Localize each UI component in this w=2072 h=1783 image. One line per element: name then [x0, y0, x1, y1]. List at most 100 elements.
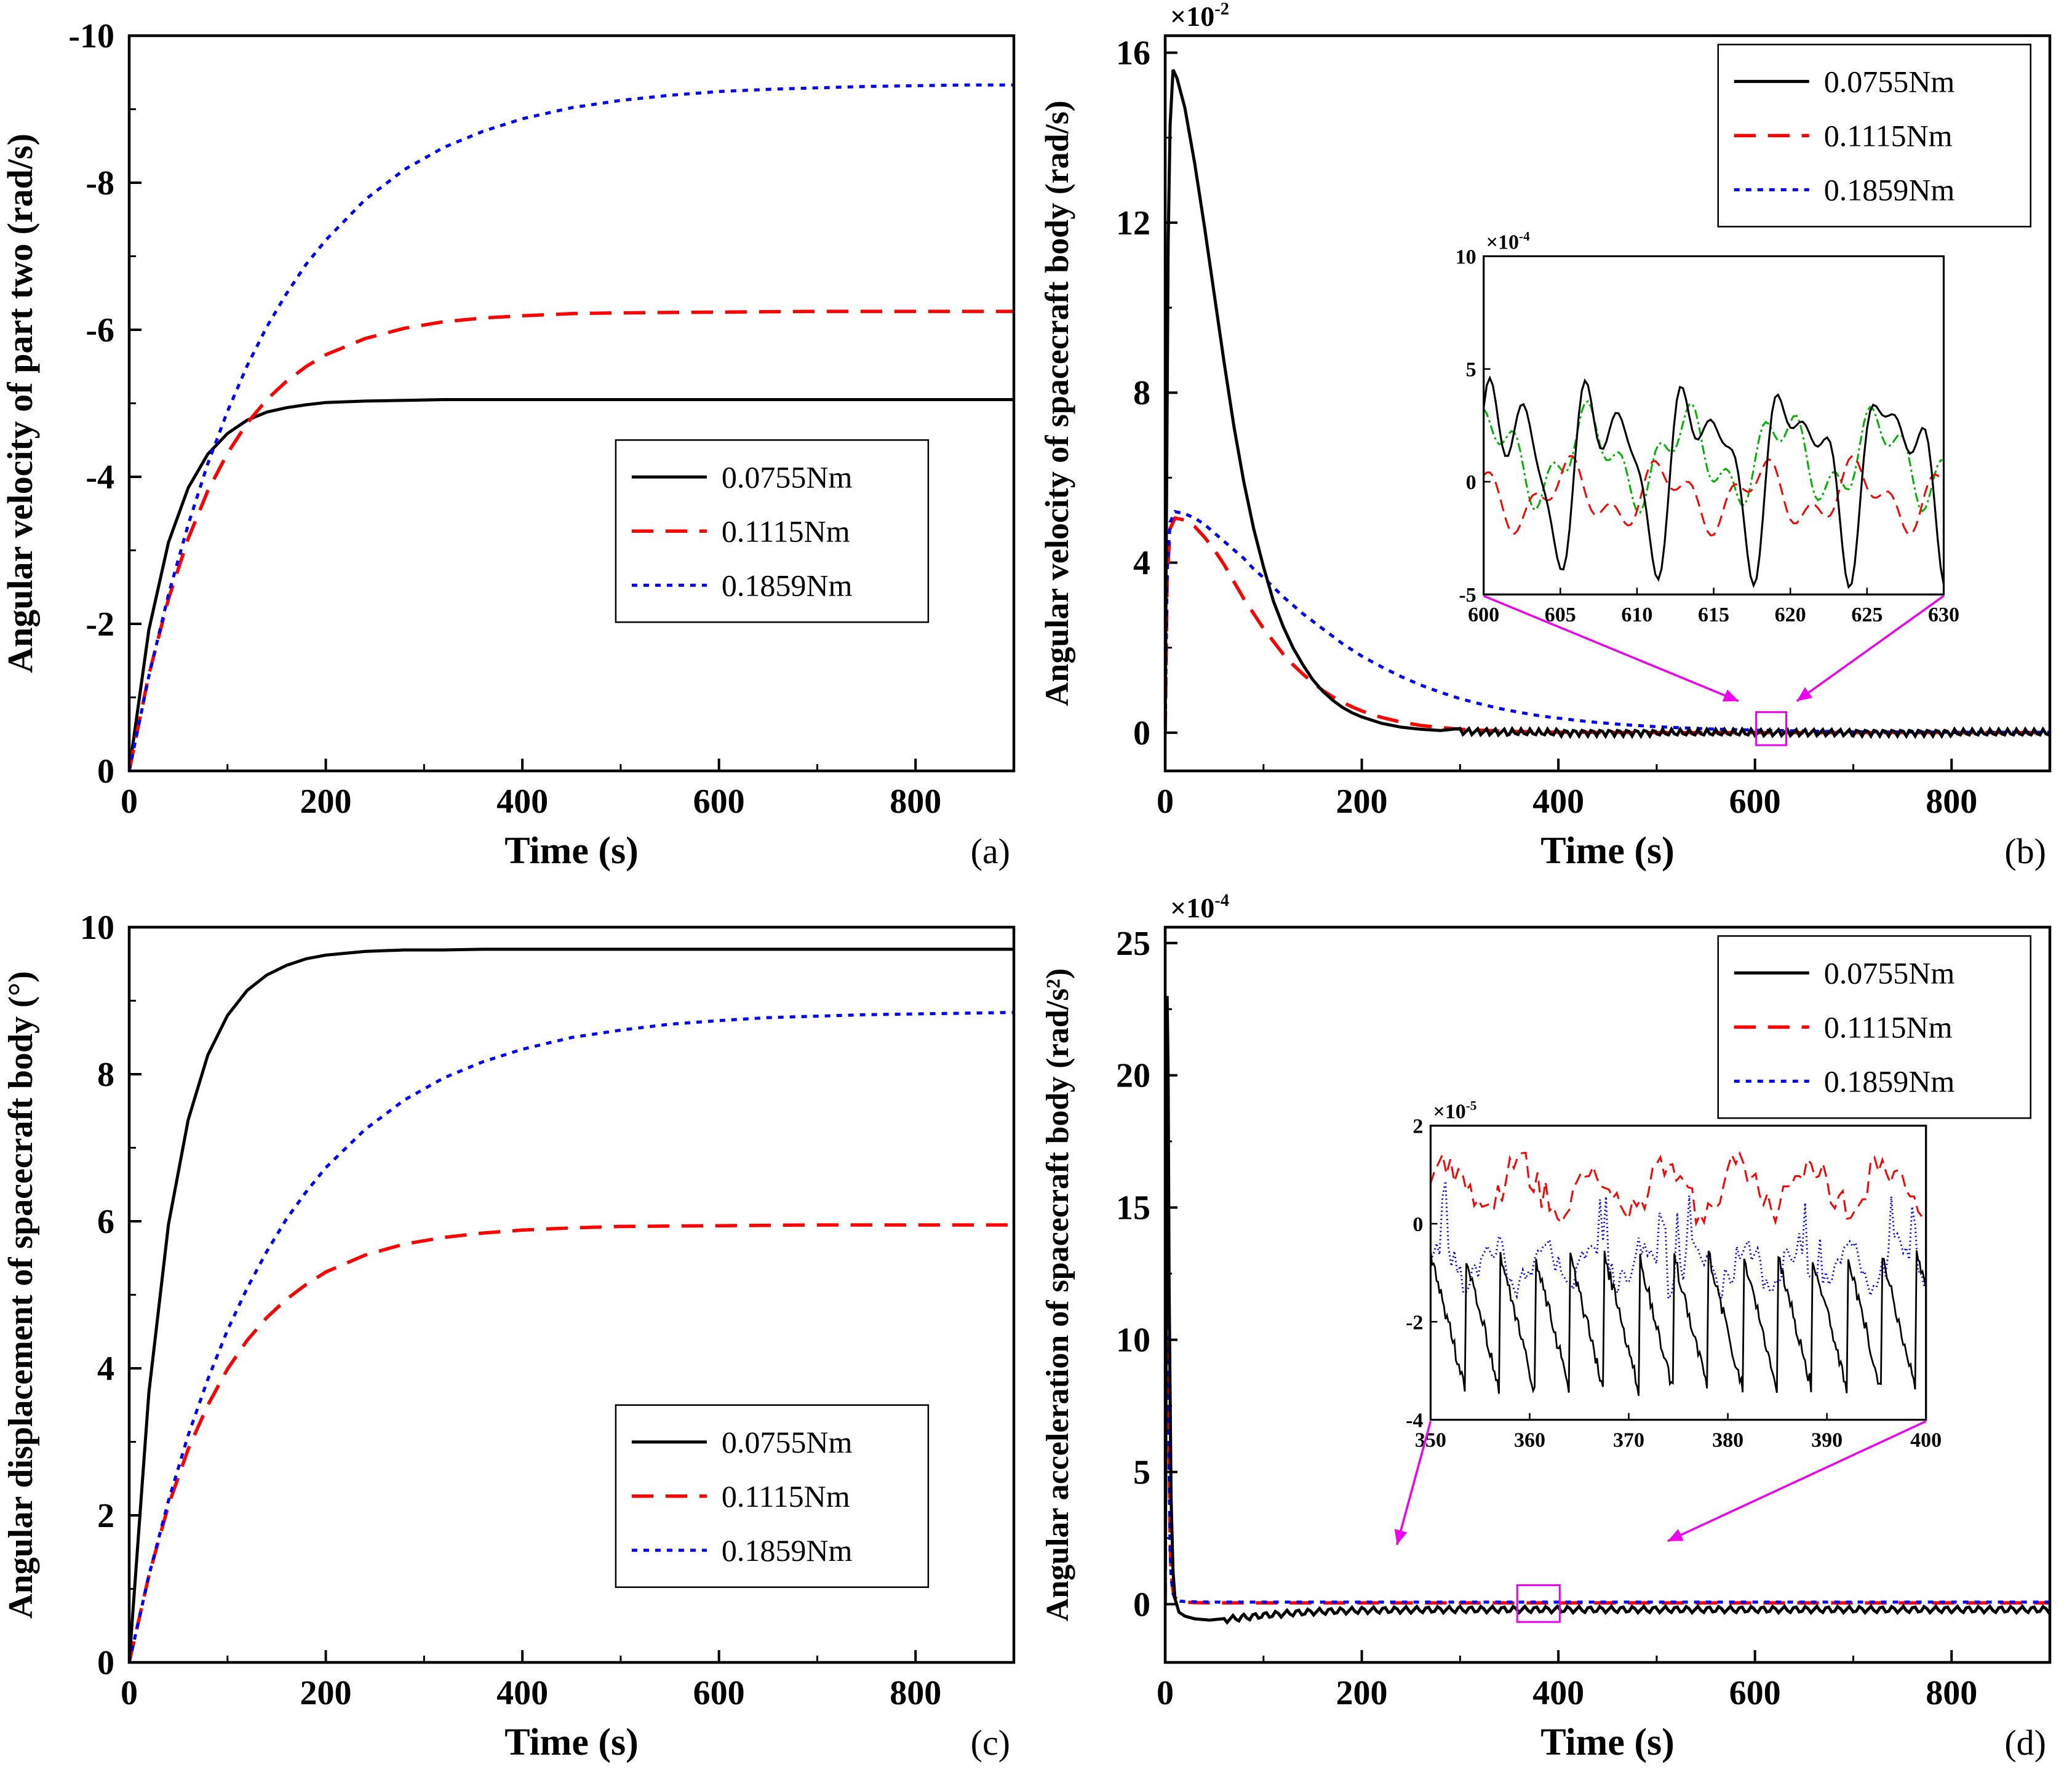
svg-text:-2: -2 [86, 605, 114, 644]
panel-b: 0.0755Nm 0.1115Nm 0.1859Nm 600 605 610 615 620 6… [1036, 0, 2072, 892]
svg-text:0: 0 [1133, 714, 1150, 752]
svg-text:0.0755Nm: 0.0755Nm [1824, 64, 1955, 98]
svg-text:625: 625 [1851, 604, 1883, 626]
svg-text:-4: -4 [1406, 1410, 1423, 1432]
svg-text:25: 25 [1116, 925, 1150, 963]
svg-text:(c): (c) [971, 1723, 1010, 1763]
svg-text:600: 600 [693, 1674, 745, 1712]
svg-text:Angular velocity of spacecraft: Angular velocity of spacecraft body (rad… [1038, 100, 1075, 706]
svg-text:0.0755Nm: 0.0755Nm [722, 1425, 853, 1459]
svg-text:610: 610 [1621, 604, 1652, 626]
svg-text:600: 600 [1729, 783, 1781, 821]
svg-text:×10-4: ×10-4 [1486, 229, 1530, 254]
svg-text:200: 200 [1336, 783, 1388, 821]
svg-text:0: 0 [121, 1674, 138, 1712]
svg-text:0: 0 [1157, 783, 1174, 821]
svg-text:630: 630 [1928, 604, 1959, 626]
svg-text:0.1115Nm: 0.1115Nm [722, 1479, 850, 1514]
svg-text:800: 800 [1926, 1674, 1977, 1712]
svg-text:0.0755Nm: 0.0755Nm [1824, 955, 1955, 990]
svg-text:-8: -8 [86, 164, 114, 202]
svg-text:2: 2 [1413, 1115, 1423, 1138]
svg-text:6: 6 [97, 1203, 114, 1241]
svg-text:(b): (b) [2004, 831, 2046, 871]
svg-text:0: 0 [1157, 1674, 1174, 1712]
svg-text:0.1859Nm: 0.1859Nm [722, 568, 853, 602]
chart-a: 0.0755Nm 0.1115Nm 0.1859Nm 0 200 400 600 800 0 -2… [0, 0, 1036, 892]
panel-c: 0.0755Nm 0.1115Nm 0.1859Nm 0 200 400 600 800 0 2 4… [0, 892, 1036, 1783]
svg-text:0.0755Nm: 0.0755Nm [722, 460, 853, 494]
panel-a: 0.0755Nm 0.1115Nm 0.1859Nm 0 200 400 600 800 0 -2… [0, 0, 1036, 892]
svg-text:Angular displacement of spacec: Angular displacement of spacecraft body … [2, 971, 40, 1619]
svg-text:600: 600 [693, 783, 745, 821]
svg-text:(d): (d) [2004, 1723, 2046, 1763]
svg-text:0: 0 [1466, 471, 1476, 494]
svg-text:200: 200 [1336, 1674, 1388, 1712]
panel-d: 0.0755Nm 0.1115Nm 0.1859Nm 350 360 370 380 390 4… [1036, 892, 2072, 1783]
svg-text:800: 800 [890, 1674, 941, 1712]
svg-text:620: 620 [1775, 604, 1806, 626]
svg-text:400: 400 [1532, 1674, 1584, 1712]
chart-d: 0.0755Nm 0.1115Nm 0.1859Nm 350 360 370 380 390 4… [1036, 892, 2072, 1783]
svg-text:(a): (a) [971, 831, 1010, 871]
svg-text:390: 390 [1811, 1429, 1843, 1452]
svg-text:350: 350 [1415, 1429, 1446, 1452]
svg-text:600: 600 [1468, 604, 1499, 626]
svg-text:×10-2: ×10-2 [1170, 0, 1229, 32]
svg-text:400: 400 [496, 1674, 548, 1712]
svg-text:10: 10 [80, 909, 114, 947]
svg-text:0.1859Nm: 0.1859Nm [722, 1533, 853, 1568]
svg-text:10: 10 [1456, 246, 1476, 269]
svg-text:8: 8 [1133, 374, 1150, 412]
svg-text:-2: -2 [1406, 1311, 1423, 1334]
svg-text:4: 4 [97, 1350, 114, 1388]
svg-text:Time (s): Time (s) [504, 830, 639, 872]
svg-text:0: 0 [97, 752, 114, 791]
svg-text:5: 5 [1133, 1454, 1150, 1492]
svg-text:200: 200 [300, 783, 352, 821]
svg-text:0: 0 [1413, 1213, 1423, 1236]
svg-text:×10-4: ×10-4 [1170, 892, 1229, 923]
svg-text:200: 200 [300, 1674, 352, 1712]
svg-text:0: 0 [97, 1644, 114, 1682]
svg-text:-5: -5 [1459, 584, 1476, 607]
svg-text:4: 4 [1133, 544, 1150, 583]
svg-text:Time (s): Time (s) [504, 1721, 639, 1763]
svg-text:-6: -6 [86, 311, 114, 349]
svg-text:0.1859Nm: 0.1859Nm [1824, 172, 1955, 207]
svg-text:20: 20 [1116, 1057, 1150, 1095]
svg-text:400: 400 [1532, 783, 1584, 821]
svg-text:5: 5 [1466, 359, 1476, 381]
svg-text:10: 10 [1116, 1322, 1150, 1360]
svg-text:Angular acceleration of spacec: Angular acceleration of spacecraft body … [1040, 968, 1075, 1622]
svg-text:-10: -10 [68, 17, 114, 55]
svg-text:Time (s): Time (s) [1540, 1721, 1675, 1763]
svg-text:8: 8 [97, 1056, 114, 1094]
svg-text:0.1115Nm: 0.1115Nm [1824, 1010, 1953, 1044]
svg-text:×10-5: ×10-5 [1433, 1098, 1476, 1123]
svg-text:600: 600 [1729, 1674, 1781, 1712]
svg-text:Time (s): Time (s) [1540, 830, 1675, 872]
svg-text:2: 2 [97, 1497, 114, 1535]
svg-text:400: 400 [496, 783, 548, 821]
svg-text:-4: -4 [86, 458, 114, 497]
svg-text:0: 0 [121, 783, 138, 821]
svg-text:800: 800 [890, 783, 941, 821]
svg-text:400: 400 [1910, 1429, 1942, 1452]
svg-text:380: 380 [1712, 1429, 1743, 1452]
svg-text:15: 15 [1116, 1189, 1150, 1227]
svg-text:0.1115Nm: 0.1115Nm [722, 514, 850, 548]
svg-text:0.1859Nm: 0.1859Nm [1824, 1064, 1955, 1098]
svg-text:16: 16 [1116, 34, 1150, 73]
svg-text:Angular velocity of part two (: Angular velocity of part two (rad/s) [0, 134, 40, 673]
svg-text:800: 800 [1926, 783, 1977, 821]
svg-text:0: 0 [1133, 1586, 1150, 1624]
svg-text:12: 12 [1116, 204, 1150, 242]
svg-text:360: 360 [1514, 1429, 1545, 1452]
svg-text:370: 370 [1613, 1429, 1644, 1452]
chart-c: 0.0755Nm 0.1115Nm 0.1859Nm 0 200 400 600 800 0 2 4… [0, 892, 1036, 1783]
svg-text:615: 615 [1698, 604, 1729, 626]
svg-text:0.1115Nm: 0.1115Nm [1824, 118, 1953, 153]
